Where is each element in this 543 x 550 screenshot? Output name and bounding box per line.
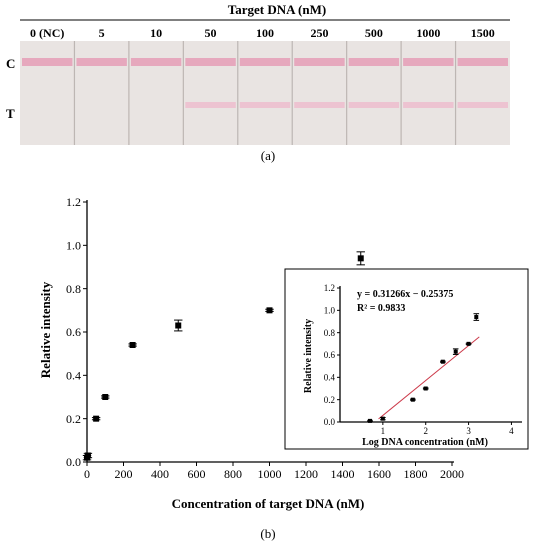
y-tick-label: 0.0 — [66, 455, 81, 469]
data-point — [380, 416, 385, 421]
concentration-label: 100 — [256, 26, 274, 40]
y-tick-label: 0.6 — [324, 350, 336, 360]
test-line — [294, 102, 345, 108]
control-line — [457, 58, 508, 66]
control-line — [22, 58, 73, 66]
strip-background — [20, 41, 510, 145]
inset-x-axis-label: Log DNA concentration (nM) — [362, 437, 488, 448]
strip-image — [20, 41, 510, 145]
y-tick-label: 0.8 — [66, 282, 81, 296]
main-data-points — [82, 251, 365, 461]
test-line — [403, 102, 454, 108]
concentration-label: 1000 — [416, 26, 440, 40]
y-tick-label: 1.2 — [66, 195, 81, 209]
concentration-label: 0 (NC) — [30, 26, 64, 40]
y-tick-label: 0.2 — [66, 412, 81, 426]
concentration-label: 250 — [310, 26, 328, 40]
main-axes — [83, 200, 454, 466]
concentration-label: 50 — [205, 26, 217, 40]
data-point — [357, 255, 364, 262]
x-tick-label: 400 — [151, 467, 169, 481]
x-tick-label: 1 — [381, 426, 386, 436]
data-point — [368, 418, 372, 423]
inset-x-tick-labels: 1 2 3 4 — [381, 426, 515, 436]
data-point — [466, 341, 471, 346]
panel-label-a: (a) — [261, 148, 275, 163]
concentration-labels: 0 (NC) 5 10 50 100 250 500 1000 1500 — [30, 26, 495, 40]
inset-frame — [284, 268, 529, 450]
data-point — [474, 315, 479, 320]
y-tick-label: 1.0 — [66, 239, 81, 253]
main-x-tick-labels: 0 200 400 600 800 1000 1200 1400 1600 1800 2000 — [84, 467, 464, 481]
y-tick-label: 0.4 — [66, 369, 81, 383]
control-line — [403, 58, 454, 66]
data-point — [129, 342, 136, 348]
y-tick-label: 0.6 — [66, 325, 81, 339]
x-tick-label: 2000 — [440, 467, 464, 481]
test-line — [239, 102, 291, 108]
control-line — [348, 58, 400, 66]
x-tick-label: 4 — [509, 426, 514, 436]
test-line — [185, 102, 236, 108]
test-line — [457, 102, 508, 108]
x-tick-label: 1600 — [367, 467, 391, 481]
y-tick-label: 0.2 — [324, 395, 335, 405]
y-tick-label: 0.8 — [324, 328, 336, 338]
concentration-label: 5 — [99, 26, 105, 40]
x-tick-label: 1000 — [258, 467, 282, 481]
data-point — [93, 415, 100, 422]
x-tick-label: 1800 — [404, 467, 428, 481]
data-point — [453, 349, 458, 354]
main-y-axis-label: Relative intensity — [38, 281, 53, 378]
inset-y-tick-labels: 0.0 0.2 0.4 0.6 0.8 1.0 1.2 — [324, 283, 336, 427]
x-tick-label: 0 — [84, 467, 90, 481]
main-y-tick-labels: 0.0 0.2 0.4 0.6 0.8 1.0 1.2 — [66, 195, 81, 469]
x-tick-label: 2 — [423, 426, 428, 436]
inset-r-squared: R² = 0.9833 — [357, 303, 405, 314]
y-tick-label: 0.4 — [324, 372, 336, 382]
y-tick-label: 1.2 — [324, 283, 335, 293]
x-tick-label: 600 — [188, 467, 206, 481]
inset-equation: y = 0.31266x − 0.25375 — [357, 289, 453, 300]
data-point — [266, 307, 273, 314]
data-point — [102, 394, 109, 400]
x-tick-label: 1400 — [331, 467, 355, 481]
concentration-label: 1500 — [471, 26, 495, 40]
x-tick-label: 3 — [466, 426, 471, 436]
control-line — [239, 58, 291, 66]
data-point — [410, 397, 415, 402]
row-label-test: T — [6, 106, 15, 121]
main-x-axis-label: Concentration of target DNA (nM) — [172, 496, 365, 511]
panel-label-b: (b) — [260, 526, 275, 541]
control-line — [130, 58, 182, 66]
control-line — [76, 58, 127, 66]
x-tick-label: 1200 — [294, 467, 318, 481]
plot-panel: 0 200 400 600 800 1000 1200 1400 1600 1800 2000 0.… — [38, 195, 529, 541]
strip-header: Target DNA (nM) — [228, 2, 326, 17]
inset-y-axis-label: Relative intensity — [303, 319, 314, 393]
control-line — [294, 58, 345, 66]
main-chart: 0 200 400 600 800 1000 1200 1400 1600 1800 2000 0.… — [38, 195, 464, 511]
x-tick-label: 200 — [115, 467, 133, 481]
row-label-control: C — [6, 56, 15, 71]
control-line — [185, 58, 236, 66]
inset-data-points — [367, 313, 480, 423]
x-tick-label: 800 — [224, 467, 242, 481]
y-tick-label: 1.0 — [324, 305, 336, 315]
data-point — [423, 386, 428, 391]
test-line — [348, 102, 400, 108]
data-point — [175, 322, 182, 329]
y-tick-label: 0.0 — [324, 417, 336, 427]
concentration-label: 10 — [150, 26, 162, 40]
strip-panel: Target DNA (nM) 0 (NC) 5 10 50 100 250 500 1000… — [6, 2, 510, 163]
data-point — [440, 359, 445, 364]
inset-chart: 1 2 3 4 0.0 0.2 0.4 0.6 0.8 1.0 1.2 y = 0.31266x … — [284, 268, 529, 450]
concentration-label: 500 — [365, 26, 383, 40]
inset-fit-line — [378, 336, 480, 420]
data-point — [84, 452, 91, 459]
